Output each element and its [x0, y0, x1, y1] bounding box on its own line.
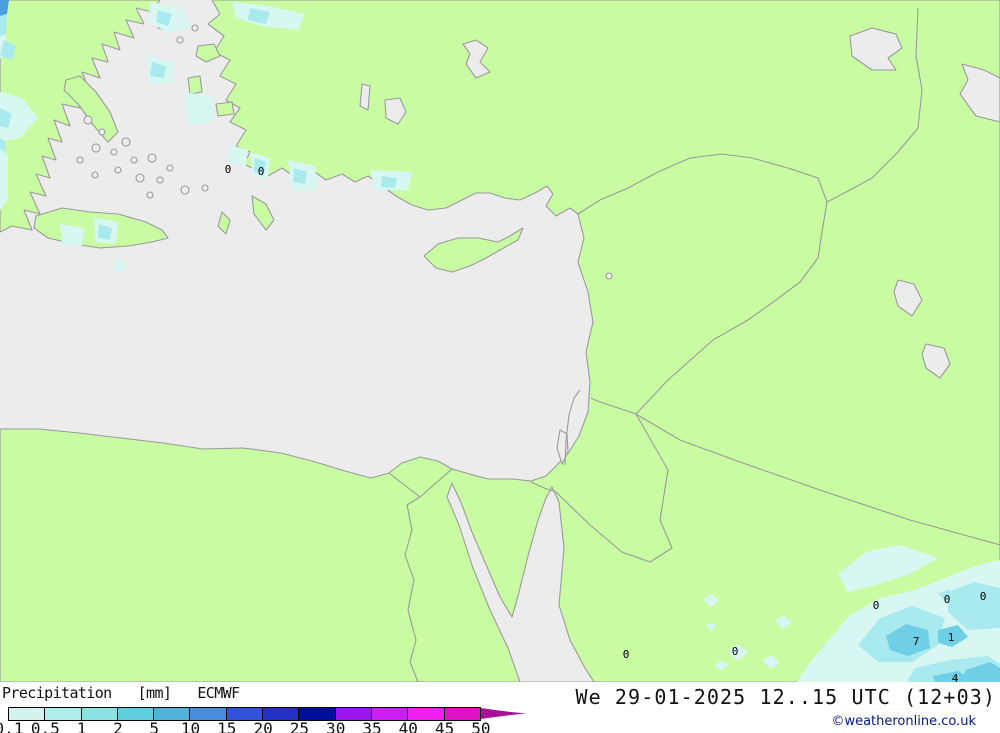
precip-value-label: 0 [872, 598, 880, 612]
legend-tick: 2 [113, 719, 123, 733]
country-borders [530, 7, 1000, 563]
lake-tuz [462, 39, 491, 79]
lake-homs [605, 272, 613, 280]
precip-value-label: 0 [224, 162, 232, 176]
legend-tick: 15 [217, 719, 237, 733]
legend-tick: 5 [149, 719, 160, 733]
legend-model: ECMWF [197, 684, 240, 702]
samos-island [215, 101, 235, 117]
lesbos-island [195, 43, 221, 63]
legend-tick: 30 [326, 719, 346, 733]
legend-segment [45, 708, 82, 720]
legend-tick: 25 [289, 719, 310, 733]
chios-island [187, 75, 203, 95]
cyprus-island [423, 227, 524, 273]
karpathos-island [217, 211, 231, 235]
legend-tick: 20 [253, 719, 273, 733]
legend-segment [371, 708, 409, 720]
precip-value-label: 0 [979, 589, 987, 603]
legend-segment [408, 708, 445, 720]
lake-egirdir [359, 83, 371, 111]
rhodes-island [251, 195, 275, 231]
lake-tharthar [893, 279, 923, 317]
border-egypt-israel [530, 481, 557, 493]
legend-segment [299, 708, 336, 720]
legend-tick: 0.5 [30, 719, 60, 733]
lakes [359, 27, 1000, 465]
legend-segment [9, 708, 46, 720]
precip-value-label: 0 [622, 647, 630, 661]
lake-urmia [959, 63, 1000, 123]
precip-value-label: 0 [257, 164, 265, 178]
red-sea [446, 482, 595, 682]
precip-value-label: 1 [947, 630, 955, 644]
legend-segment [444, 708, 480, 720]
legend-title-text: Precipitation [2, 684, 112, 702]
legend-segment [335, 708, 372, 720]
greece-landmass [0, 0, 161, 233]
border-turkey-iraq-iran [826, 7, 923, 203]
legend-segment [117, 708, 155, 720]
legend-color-bar [8, 707, 481, 721]
precip-value-label: 7 [912, 634, 920, 648]
legend-tick: 1 [76, 719, 87, 733]
nile-river [388, 468, 453, 682]
cyclades-islands [76, 24, 209, 199]
border-israel-jordan [564, 389, 581, 466]
legend-segment [226, 708, 264, 720]
border-syria-iraq [712, 201, 828, 341]
lake-van [849, 27, 903, 71]
legend-title: Precipitation [mm] ECMWF [2, 684, 240, 702]
euboea-island [63, 75, 119, 143]
precip-value-label: 4 [951, 671, 959, 685]
legend-segment [81, 708, 118, 720]
copyright-link[interactable]: ©weatheronline.co.uk [831, 714, 976, 729]
border-turkey-syria [577, 153, 828, 215]
precipitation-layer [0, 0, 1000, 682]
border-jordan-saudi [555, 413, 673, 563]
legend-segment [154, 708, 191, 720]
legend-tick: 0.1 [0, 719, 24, 733]
legend-tick: 50 [471, 719, 491, 733]
legend-tick: 35 [362, 719, 382, 733]
legend-tick: 40 [398, 719, 418, 733]
legend-segment [190, 708, 227, 720]
valid-time-label: We 29-01-2025 12..15 UTC (12+03) [575, 685, 996, 709]
precip-value-label: 0 [943, 592, 951, 606]
lake-beysehir [384, 97, 407, 125]
border-iraq-saudi [635, 413, 1000, 546]
map-svg [0, 0, 1000, 682]
legend-unit: [mm] [137, 684, 172, 702]
lake-razzaza [921, 343, 951, 379]
precip-value-label: 0 [731, 644, 739, 658]
legend-tick: 10 [180, 719, 201, 733]
legend-tick: 45 [434, 719, 455, 733]
legend-segment [263, 708, 300, 720]
legend-arrow [481, 708, 526, 719]
